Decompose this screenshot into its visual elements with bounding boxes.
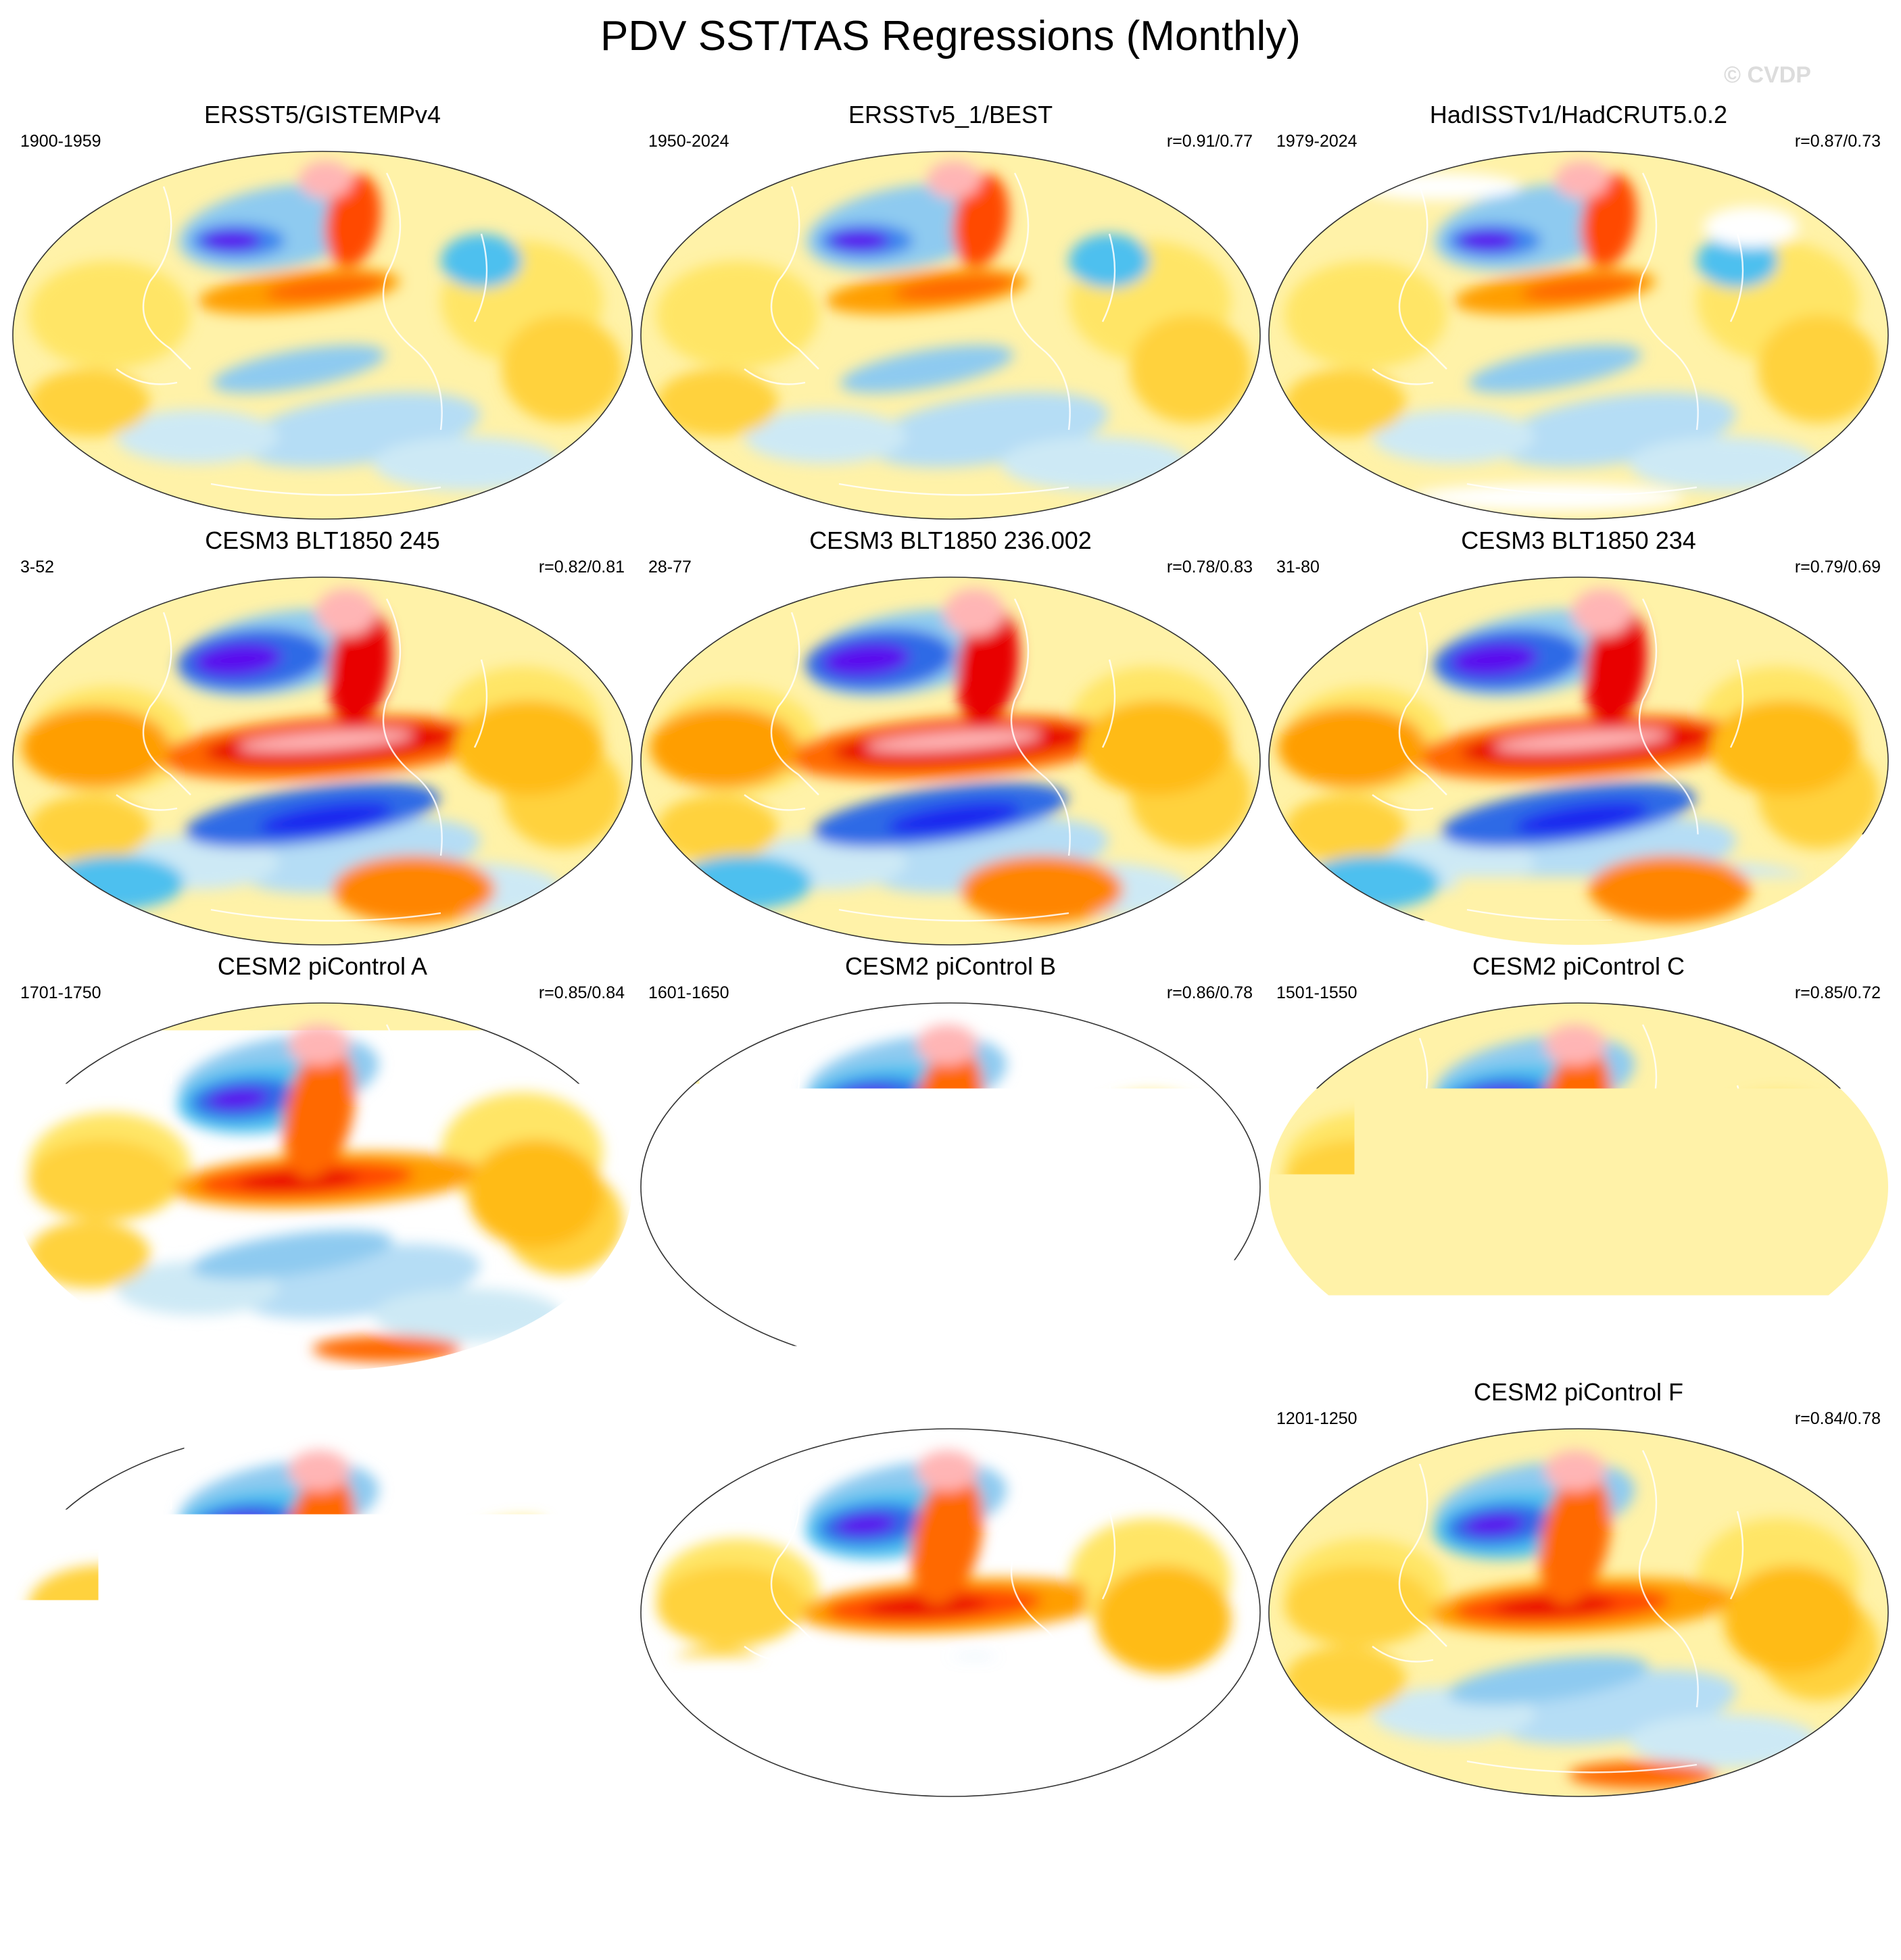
panel-title: CESM2 piControl F: [1264, 1377, 1893, 1407]
map-graphic: [636, 572, 1265, 950]
regression-map: [636, 998, 1265, 1376]
map-panel: CESM3 BLT1850 234 31-80 r=0.79/0.69: [1264, 526, 1893, 952]
map-panel: ERSSTv5_1/BEST 1950-2024 r=0.91/0.77: [636, 100, 1265, 526]
colorbar-swatch: [683, 1835, 731, 1866]
colorbar-tick-label: 0.6: [1483, 1875, 1578, 1913]
panel-title: ERSSTv5_1/BEST: [636, 100, 1265, 130]
colorbar-swatch: [295, 1835, 344, 1866]
colorbar-swatch: [489, 1835, 538, 1866]
colorbar-swatch: [731, 1835, 780, 1866]
colorbar-tick-label: 0.2: [1096, 1875, 1190, 1913]
colorbar-swatch: [1506, 1835, 1555, 1866]
panel-title: CESM2 piControl D: [8, 1377, 637, 1407]
figure-title: PDV SST/TAS Regressions (Monthly): [0, 12, 1901, 61]
colorbar-tick-label: -0.6: [320, 1875, 415, 1913]
colorbar-swatch: [344, 1835, 393, 1866]
map-graphic: [8, 572, 637, 950]
colorbar-swatch: [877, 1835, 925, 1866]
colorbar-tick-label: -0.2: [708, 1875, 802, 1913]
regression-map: [8, 998, 637, 1376]
panel-title: HadISSTv1/HadCRUT5.0.2: [1264, 100, 1893, 130]
panel-title: CESM2 piControl A: [8, 952, 637, 981]
colorbar-swatch: [779, 1835, 828, 1866]
colorbar-swatch: [925, 1835, 973, 1866]
panel-title: CESM3 BLT1850 236.002: [636, 526, 1265, 556]
colorbar-swatch: [1119, 1835, 1168, 1866]
panel-title: CESM2 piControl B: [636, 952, 1265, 981]
regression-map: [8, 1423, 637, 1802]
map-panel: CESM2 piControl C 1501-1550 r=0.85/0.72: [1264, 952, 1893, 1377]
colorbar-swatch: [1070, 1835, 1119, 1866]
colorbar-swatch: [973, 1835, 1022, 1866]
map-panel: CESM3 BLT1850 245 3-52 r=0.82/0.81: [8, 526, 637, 952]
map-panel: HadISSTv1/HadCRUT5.0.2 1979-2024 r=0.87/…: [1264, 100, 1893, 526]
colorbar-tick-label: 0.1: [998, 1875, 1093, 1913]
colorbar-swatch: [1312, 1835, 1361, 1866]
regression-map: [8, 146, 637, 524]
map-graphic: [636, 1423, 1265, 1802]
map-panel: CESM2 piControl F 1201-1250 r=0.84/0.78: [1264, 1377, 1893, 1803]
map-graphic: [8, 1423, 637, 1802]
panel-title: CESM3 BLT1850 245: [8, 526, 637, 556]
colorbar-swatch: [1409, 1835, 1458, 1866]
colorbar-swatch: [441, 1835, 489, 1866]
colorbar-swatch: [586, 1835, 635, 1866]
map-panel: CESM2 piControl D 1401-1450 r=0.85/0.63: [8, 1377, 637, 1803]
panel-title: CESM3 BLT1850 234: [1264, 526, 1893, 556]
colorbar-swatch: [1264, 1835, 1313, 1866]
colorbar-tick-label: 0.5: [1386, 1875, 1481, 1913]
colorbar-tick-label: 0: [902, 1875, 996, 1913]
colorbar-tick-label: -0.4: [514, 1875, 609, 1913]
colorbar-swatch: [1021, 1835, 1070, 1866]
regression-map: [1264, 146, 1893, 524]
colorbar-swatch: [1167, 1835, 1216, 1866]
map-graphic: [8, 146, 637, 524]
cvdp-watermark: © CVDP: [1724, 62, 1811, 89]
map-panel: CESM2 piControl A 1701-1750 r=0.85/0.84: [8, 952, 637, 1377]
regression-map: [1264, 998, 1893, 1376]
colorbar: [295, 1835, 1603, 1866]
map-graphic: [1264, 572, 1893, 950]
map-panel: CESM3 BLT1850 236.002 28-77 r=0.78/0.83: [636, 526, 1265, 952]
regression-map: [8, 572, 637, 950]
colorbar-swatch: [392, 1835, 441, 1866]
map-graphic: [636, 998, 1265, 1376]
colorbar-swatch: [828, 1835, 877, 1866]
regression-map: [636, 146, 1265, 524]
colorbar-tick-label: 0.4: [1289, 1875, 1384, 1913]
regression-map: [1264, 1423, 1893, 1802]
map-graphic: [1264, 1423, 1893, 1802]
panel-title: ERSST5/GISTEMPv4: [8, 100, 637, 130]
panel-title: CESM2 piControl C: [1264, 952, 1893, 981]
colorbar-swatch: [1216, 1835, 1264, 1866]
colorbar-tick-label: -0.1: [805, 1875, 900, 1913]
regression-map: [636, 572, 1265, 950]
colorbar-swatch: [1554, 1835, 1603, 1866]
map-graphic: [8, 998, 637, 1376]
regression-map: [636, 1423, 1265, 1802]
colorbar-swatch: [634, 1835, 683, 1866]
colorbar-tick-label: -0.5: [418, 1875, 512, 1913]
colorbar-unit: C: [903, 1913, 998, 1951]
panel-title: CESM2 piControl E: [636, 1377, 1265, 1407]
colorbar-swatch: [1361, 1835, 1410, 1866]
colorbar-tick-label: -0.3: [611, 1875, 706, 1913]
map-graphic: [1264, 146, 1893, 524]
colorbar-tick-label: 0.3: [1193, 1875, 1287, 1913]
colorbar-swatch: [537, 1835, 586, 1866]
regression-map: [1264, 572, 1893, 950]
map-panel: CESM2 piControl B 1601-1650 r=0.86/0.78: [636, 952, 1265, 1377]
map-panel: ERSST5/GISTEMPv4 1900-1959: [8, 100, 637, 526]
map-panel: CESM2 piControl E 1301-1350 r=0.84/0.73: [636, 1377, 1265, 1803]
map-graphic: [636, 146, 1265, 524]
map-graphic: [1264, 998, 1893, 1376]
colorbar-swatch: [1458, 1835, 1506, 1866]
